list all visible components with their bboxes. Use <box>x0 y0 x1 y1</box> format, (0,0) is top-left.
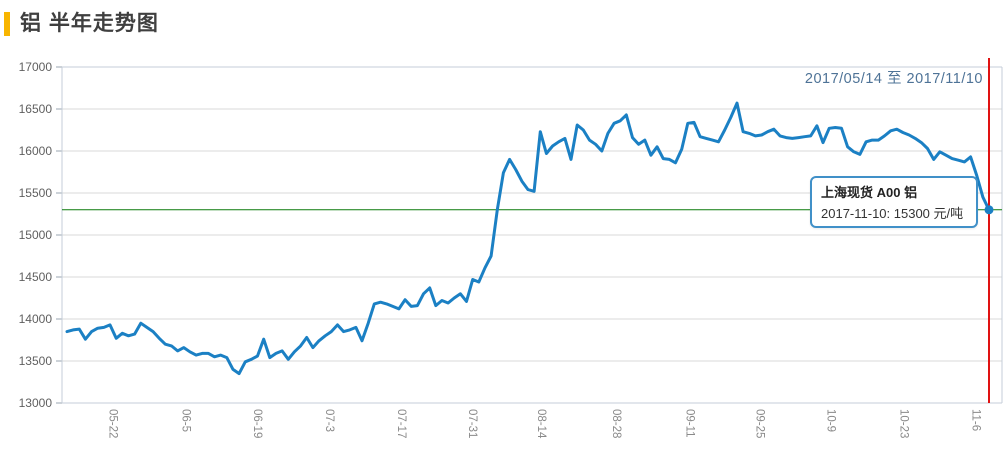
x-axis-label: 05-22 <box>106 409 118 438</box>
y-axis-label: 14000 <box>19 312 53 326</box>
x-axis-label: 07-3 <box>323 409 335 432</box>
y-axis-label: 13000 <box>19 396 53 410</box>
x-axis-label: 09-25 <box>754 409 766 438</box>
title-accent-bar <box>4 12 10 36</box>
y-axis-label: 13500 <box>19 354 53 368</box>
x-axis-label: 06-19 <box>251 409 263 438</box>
x-axis-label: 08-28 <box>610 409 622 438</box>
tooltip-series-name: 上海现货 A00 铝 <box>821 185 918 200</box>
chart-tooltip: 上海现货 A00 铝 2017-11-10: 15300 元/吨 <box>810 176 978 228</box>
y-axis-label: 14500 <box>19 270 53 284</box>
x-axis-label: 07-17 <box>395 409 407 438</box>
x-axis-label: 08-14 <box>535 409 547 439</box>
x-axis-label: 10-23 <box>897 409 909 438</box>
date-range-label: 2017/05/14 至 2017/11/10 <box>804 71 983 87</box>
y-axis-label: 17000 <box>19 60 53 74</box>
y-axis-label: 15500 <box>19 186 53 200</box>
y-axis-label: 16000 <box>19 144 53 158</box>
x-axis-label: 11-6 <box>969 409 981 431</box>
y-axis-label: 16500 <box>19 102 53 116</box>
tooltip-value-text: 2017-11-10: 15300 元/吨 <box>821 205 964 221</box>
page-title: 铝 半年走势图 <box>20 12 159 35</box>
x-axis-label: 10-9 <box>825 409 837 432</box>
y-axis-label: 15000 <box>19 228 53 242</box>
chart-header: 铝 半年走势图 <box>0 8 159 40</box>
x-axis-label: 07-31 <box>466 409 478 438</box>
price-line <box>65 101 991 376</box>
last-point-marker <box>984 205 994 215</box>
x-axis-label: 06-5 <box>179 409 191 432</box>
x-axis-label: 09-11 <box>684 409 696 438</box>
